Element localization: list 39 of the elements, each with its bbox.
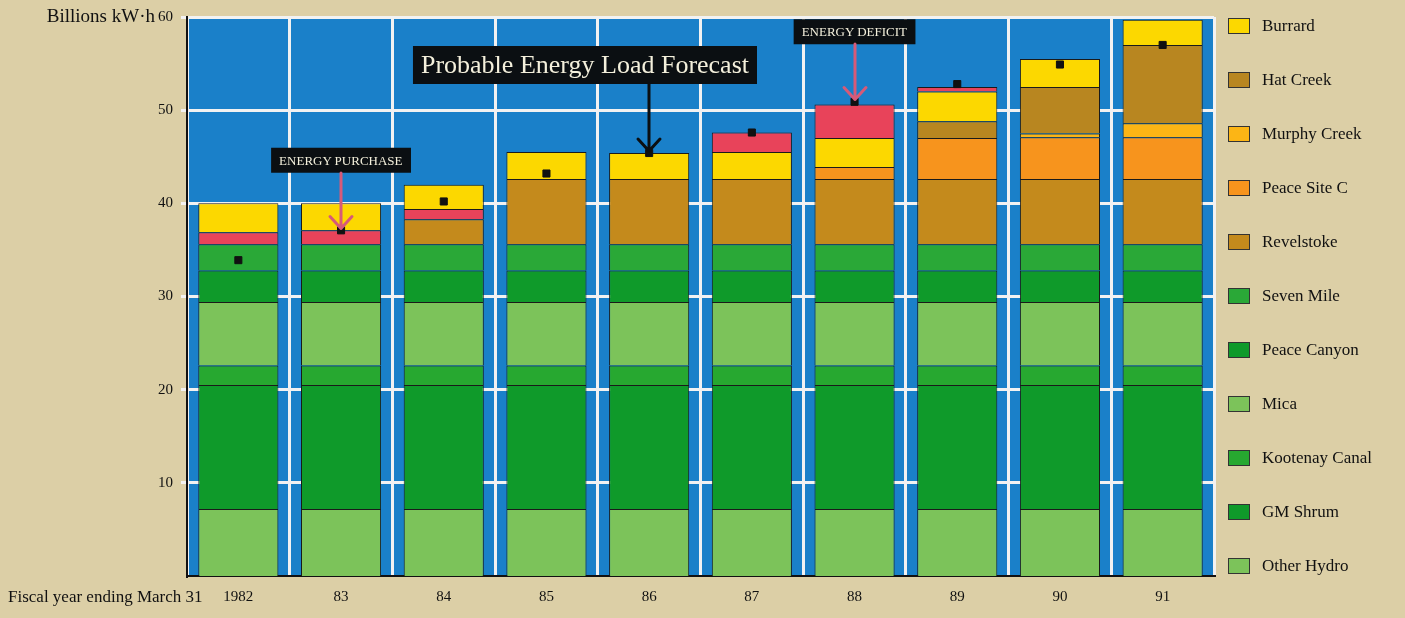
- legend-label: Peace Canyon: [1262, 340, 1359, 360]
- point: [234, 256, 243, 265]
- point: [1055, 60, 1064, 69]
- x-axis-title: Fiscal year ending March 31: [8, 587, 203, 607]
- y-tick-label: 10: [158, 473, 173, 490]
- x-tick-label: 85: [538, 587, 554, 604]
- legend-label: Other Hydro: [1262, 556, 1349, 576]
- annotation: Probable Energy Load Forecast: [420, 49, 750, 79]
- x-tick-label: 88: [847, 587, 863, 604]
- annotation: ENERGY PURCHASE: [279, 152, 403, 168]
- legend-label: Murphy Creek: [1262, 124, 1362, 144]
- legend-label: Kootenay Canal: [1262, 448, 1372, 468]
- x-tick-label: 1982: [223, 587, 254, 604]
- legend-label: Burrard: [1262, 16, 1315, 36]
- x-tick-label: 86: [641, 587, 658, 604]
- legend-label: Peace Site C: [1262, 178, 1348, 198]
- legend-label: Mica: [1262, 394, 1297, 414]
- point: [953, 80, 962, 89]
- x-tick-label: 83: [333, 587, 349, 604]
- legend-label: GM Shrum: [1262, 502, 1339, 522]
- y-axis-title: Billions kW·h: [46, 4, 156, 26]
- x-tick-label: 87: [744, 587, 760, 604]
- point: [542, 169, 551, 178]
- y-tick-label: 60: [158, 7, 173, 24]
- x-tick-label: 90: [1052, 587, 1068, 604]
- x-tick-label: 89: [949, 587, 965, 604]
- legend-label: Revelstoke: [1262, 232, 1338, 252]
- legend-label: Seven Mile: [1262, 286, 1340, 306]
- annotation: ENERGY DEFICIT: [801, 24, 908, 40]
- point: [1158, 40, 1167, 49]
- x-tick-label: 91: [1155, 587, 1171, 604]
- y-tick-label: 40: [158, 194, 173, 211]
- point: [439, 197, 448, 206]
- y-tick-label: 20: [158, 380, 173, 397]
- point: [747, 128, 756, 137]
- y-tick-label: 50: [158, 101, 173, 118]
- y-tick-label: 30: [158, 287, 173, 304]
- legend-label: Hat Creek: [1262, 70, 1332, 90]
- x-tick-label: 84: [436, 587, 452, 604]
